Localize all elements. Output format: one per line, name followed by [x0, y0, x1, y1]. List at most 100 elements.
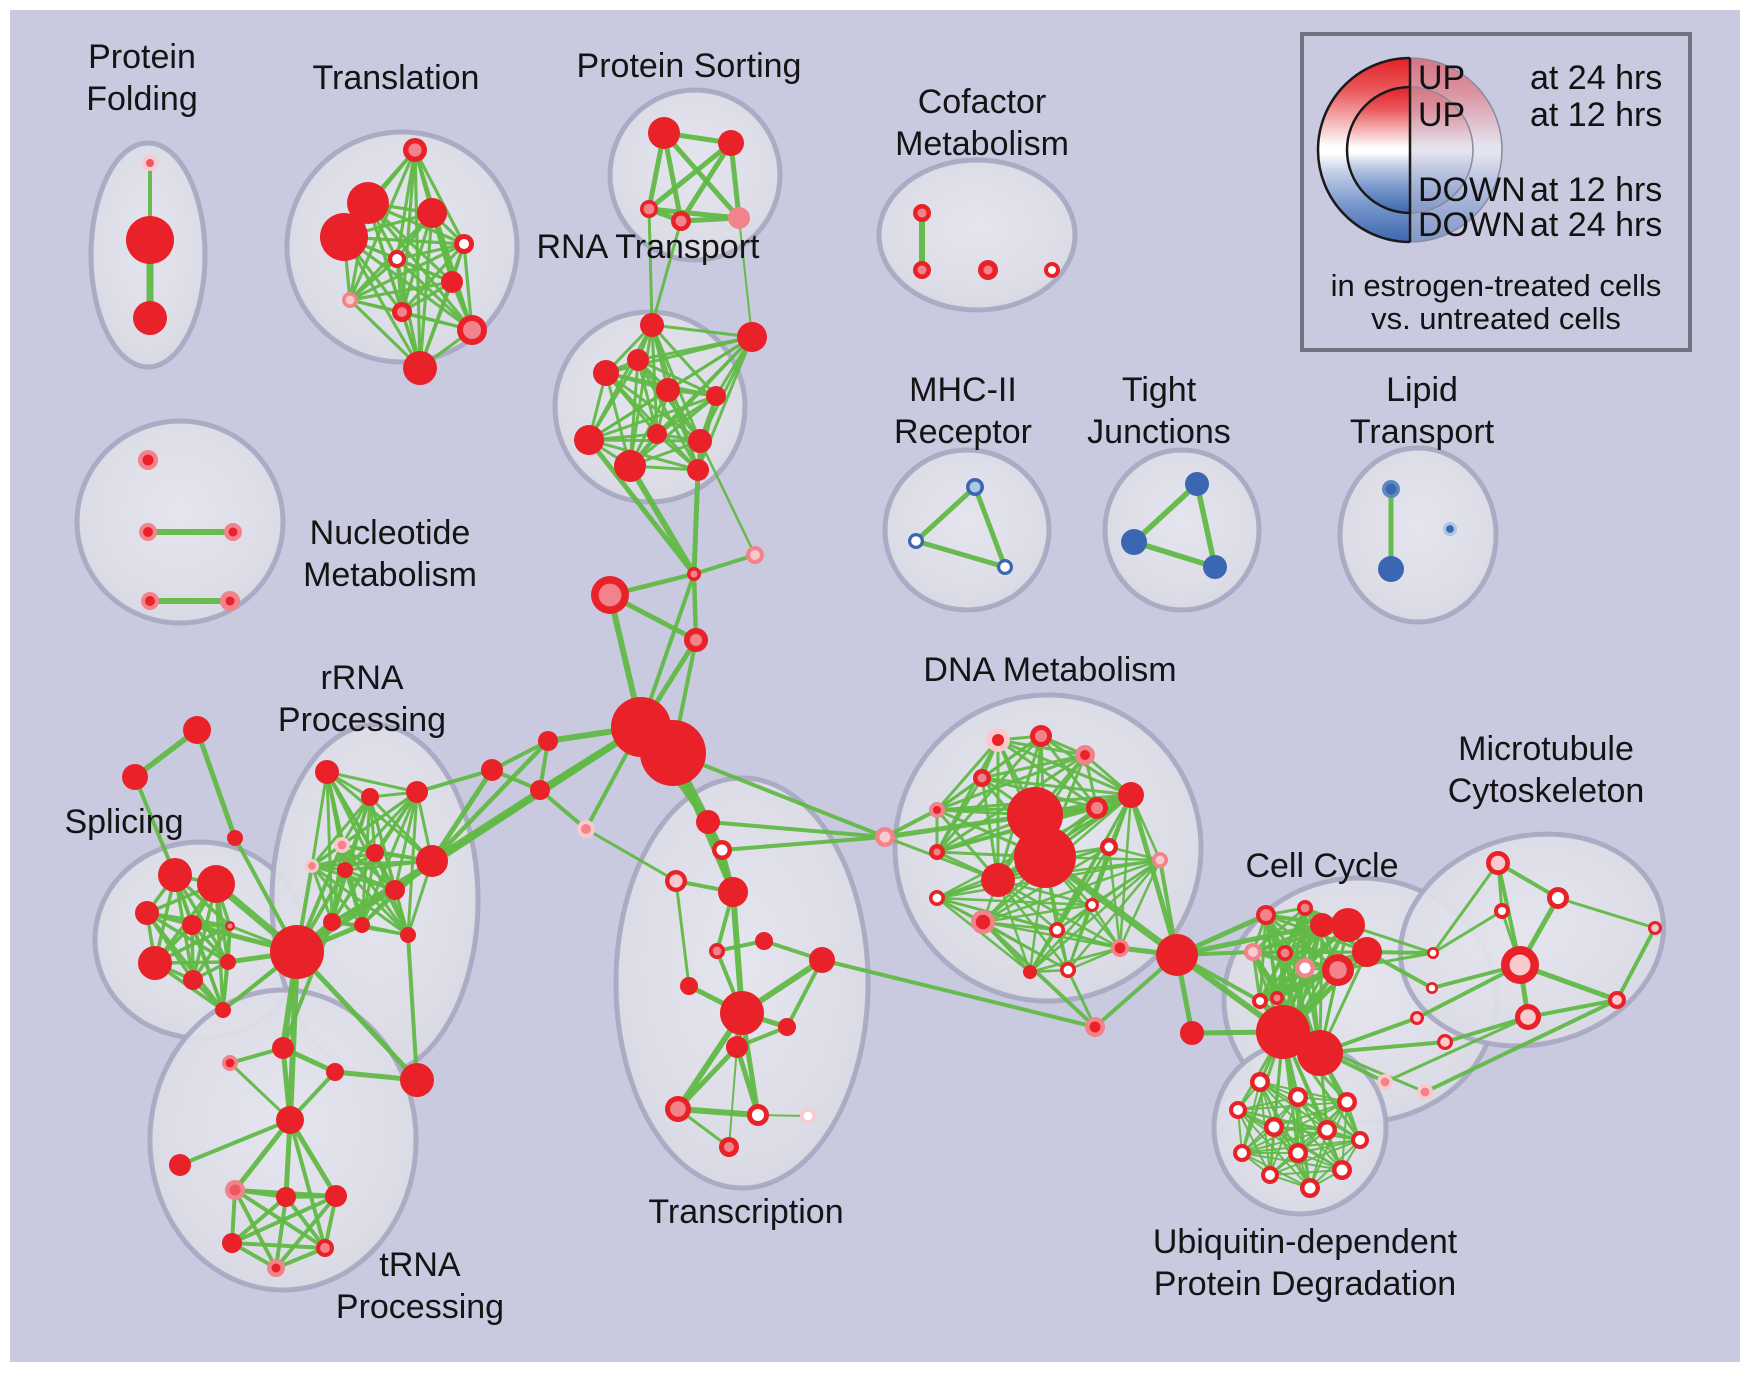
network-node-ub9-center: [1336, 1164, 1348, 1176]
legend-box: UP at 24 hrs UP at 12 hrs DOWN at 12 hrs…: [1300, 32, 1692, 352]
network-edge: [1174, 922, 1325, 958]
network-node-t10: [403, 351, 437, 385]
cluster-label-rrna-processing: Processing: [278, 701, 446, 739]
cluster-label-cofactor-metabolism: Metabolism: [895, 125, 1069, 163]
network-node-s8: [215, 1002, 231, 1018]
legend-outer-right-arc: [1409, 57, 1503, 243]
network-edge: [972, 484, 1008, 570]
network-node-v6: [680, 977, 698, 995]
cluster-lipid-transport-outline: [1337, 445, 1499, 625]
network-edge: [1066, 968, 1097, 1029]
cluster-label-microtubule-cytoskeleton: Cytoskeleton: [1448, 772, 1645, 810]
network-node-s5: [138, 946, 172, 980]
network-node-u0-center: [142, 454, 154, 466]
network-node-w2-center: [229, 1184, 241, 1196]
network-node-k0-center: [1260, 909, 1272, 921]
network-edge: [981, 920, 1097, 1029]
network-node-d21-center: [1089, 1021, 1101, 1033]
cluster-label-trna-processing: Processing: [336, 1288, 504, 1326]
network-node-e0: [1156, 934, 1198, 976]
network-edge: [692, 553, 757, 576]
network-node-ub7-center: [1237, 1148, 1247, 1158]
network-edge: [1241, 1152, 1343, 1171]
network-edge: [1383, 1015, 1530, 1084]
network-node-z3-center: [1509, 954, 1531, 976]
network-edge: [935, 776, 984, 854]
network-edge: [429, 767, 495, 864]
network-node-k4: [1352, 937, 1382, 967]
cluster-trna-processing-outline: [147, 987, 419, 1293]
network-node-k16-center: [1429, 949, 1437, 957]
network-edge: [1251, 906, 1307, 954]
network-node-g2: [1203, 555, 1227, 579]
cluster-label-protein-folding: Folding: [86, 80, 198, 118]
cluster-label-cofactor-metabolism: Cofactor: [918, 83, 1047, 121]
network-node-t7-center: [345, 295, 355, 305]
network-edge: [178, 1118, 292, 1167]
network-node-ub11-center: [1304, 1182, 1316, 1194]
network-edge: [400, 211, 434, 314]
network-node-x0: [183, 716, 211, 744]
network-node-k9-center: [1256, 997, 1264, 1005]
network-edge: [650, 219, 683, 327]
network-edge: [636, 358, 718, 398]
network-node-b0-center: [879, 831, 891, 843]
network-edge: [1269, 1139, 1361, 1176]
network-edge: [1066, 946, 1122, 972]
network-edge: [1336, 951, 1435, 972]
network-node-k6-center: [1280, 948, 1290, 958]
network-node-q10: [354, 917, 370, 933]
network-node-z6-center: [1651, 924, 1659, 932]
network-node-d10: [981, 863, 1015, 897]
network-node-p0: [648, 117, 680, 149]
network-node-w11: [400, 1063, 434, 1097]
network-node-v2-center: [669, 874, 683, 888]
network-edge: [214, 882, 225, 1012]
network-edge: [935, 896, 1032, 974]
network-node-v1-center: [716, 844, 728, 856]
network-edge: [348, 242, 466, 302]
network-node-z0-center: [1490, 855, 1506, 871]
cluster-label-protein-folding: Protein: [88, 38, 196, 76]
network-node-l0-center: [1385, 483, 1397, 495]
network-edge: [1615, 926, 1657, 1002]
network-node-t8-center: [397, 307, 407, 317]
cluster-label-lipid-transport: Transport: [1350, 413, 1495, 451]
network-node-w4: [325, 1185, 347, 1207]
network-edge: [1066, 858, 1162, 972]
network-node-i1: [538, 731, 558, 751]
network-edge: [935, 776, 984, 812]
network-node-l2-center: [1446, 525, 1454, 533]
network-edge: [284, 1195, 327, 1250]
network-edge: [1241, 1129, 1328, 1154]
network-edge: [395, 242, 466, 261]
network-edge: [1526, 998, 1619, 1019]
network-edge: [1269, 1101, 1348, 1176]
network-edge: [221, 960, 230, 1012]
network-node-w0: [276, 1106, 304, 1134]
network-edge: [671, 751, 887, 839]
network-edge: [650, 323, 754, 339]
network-node-r1: [737, 322, 767, 352]
network-node-d8: [1014, 826, 1076, 888]
network-edge: [1055, 928, 1122, 950]
network-node-c3-center: [1048, 266, 1056, 274]
network-node-s2: [135, 901, 159, 925]
network-node-q1: [361, 788, 379, 806]
network-edge: [661, 130, 742, 221]
cluster-label-translation: Translation: [313, 59, 480, 97]
network-node-v4: [755, 932, 773, 950]
network-node-w7-center: [271, 1263, 281, 1273]
network-edge: [330, 851, 377, 924]
network-node-w3: [276, 1187, 296, 1207]
network-edge: [980, 753, 1087, 780]
network-node-d18: [1023, 965, 1037, 979]
network-edge: [674, 879, 691, 988]
network-node-q5: [337, 862, 353, 878]
network-edge: [274, 1195, 288, 1270]
network-node-g0: [1185, 472, 1209, 496]
legend-note-line2: vs. untreated cells: [1371, 301, 1621, 336]
network-edge: [360, 851, 377, 927]
